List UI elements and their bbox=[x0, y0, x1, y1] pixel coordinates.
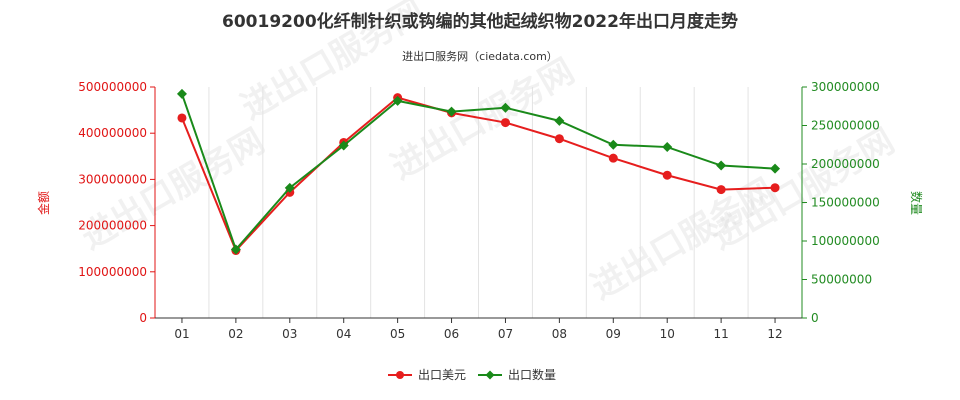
x-tick-label: 09 bbox=[606, 327, 621, 341]
x-tick-label: 02 bbox=[228, 327, 243, 341]
data-point[interactable] bbox=[392, 95, 403, 106]
axes: 0 100000000 200000000 300000000 400000000 500… bbox=[78, 80, 879, 341]
x-tick-label: 05 bbox=[390, 327, 405, 341]
legend-label: 出口美元 bbox=[418, 368, 466, 382]
series bbox=[176, 88, 781, 256]
legend[interactable]: 出口美元 出口数量 bbox=[388, 367, 556, 382]
data-point[interactable] bbox=[554, 134, 564, 144]
x-tick-label: 11 bbox=[713, 327, 728, 341]
data-point[interactable] bbox=[770, 163, 781, 174]
series-2 bbox=[176, 88, 781, 255]
y-right-tick-label: 0 bbox=[811, 311, 819, 325]
x-tick-label: 07 bbox=[498, 327, 513, 341]
y-right-tick-label: 100000000 bbox=[811, 234, 880, 248]
x-tick-label: 08 bbox=[552, 327, 567, 341]
x-tick-label: 06 bbox=[444, 327, 459, 341]
chart-title: 60019200化纤制针织或钩编的其他起绒织物2022年出口月度走势 bbox=[222, 11, 738, 32]
y-right-tick-label: 250000000 bbox=[811, 119, 880, 133]
y-left-tick-label: 0 bbox=[139, 311, 147, 325]
series-line bbox=[181, 96, 776, 253]
series-line bbox=[181, 93, 776, 252]
legend-marker bbox=[396, 371, 404, 379]
y-axis-right-label: 数量 bbox=[909, 191, 924, 215]
data-point[interactable] bbox=[608, 153, 618, 163]
data-point[interactable] bbox=[716, 160, 727, 171]
data-point[interactable] bbox=[770, 183, 780, 193]
x-tick-label: 12 bbox=[767, 327, 782, 341]
data-point[interactable] bbox=[500, 102, 511, 113]
y-right-tick-label: 50000000 bbox=[811, 273, 872, 287]
y-left-tick-label: 200000000 bbox=[78, 219, 147, 233]
watermark-text: 进出口服务网 bbox=[75, 121, 272, 258]
data-point[interactable] bbox=[608, 139, 619, 150]
data-point[interactable] bbox=[230, 244, 241, 255]
y-left-tick-label: 100000000 bbox=[78, 265, 147, 279]
data-point[interactable] bbox=[716, 185, 726, 195]
legend-marker bbox=[485, 370, 495, 380]
y-right-tick-label: 200000000 bbox=[811, 157, 880, 171]
data-point[interactable] bbox=[500, 118, 510, 128]
x-tick-label: 01 bbox=[174, 327, 189, 341]
y-left-tick-label: 300000000 bbox=[78, 172, 147, 186]
x-tick-label: 03 bbox=[282, 327, 297, 341]
chart-subtitle: 进出口服务网（ciedata.com） bbox=[402, 49, 558, 63]
data-point[interactable] bbox=[176, 88, 187, 99]
legend-item-2[interactable]: 出口数量 bbox=[478, 367, 556, 382]
y-axis-left-label: 金额 bbox=[36, 191, 51, 215]
y-left-tick-label: 500000000 bbox=[78, 80, 147, 94]
legend-label: 出口数量 bbox=[508, 367, 556, 382]
y-right-tick-label: 300000000 bbox=[811, 80, 880, 94]
x-tick-label: 04 bbox=[336, 327, 351, 341]
data-point[interactable] bbox=[177, 113, 187, 123]
y-left-tick-label: 400000000 bbox=[78, 126, 147, 140]
data-point[interactable] bbox=[446, 106, 457, 117]
data-point[interactable] bbox=[662, 142, 673, 153]
data-point[interactable] bbox=[554, 115, 565, 126]
y-right-tick-label: 150000000 bbox=[811, 196, 880, 210]
data-point[interactable] bbox=[662, 170, 672, 180]
data-point[interactable] bbox=[338, 140, 349, 151]
data-point[interactable] bbox=[284, 182, 295, 193]
x-tick-label: 10 bbox=[660, 327, 675, 341]
legend-item-1[interactable]: 出口美元 bbox=[388, 368, 466, 382]
